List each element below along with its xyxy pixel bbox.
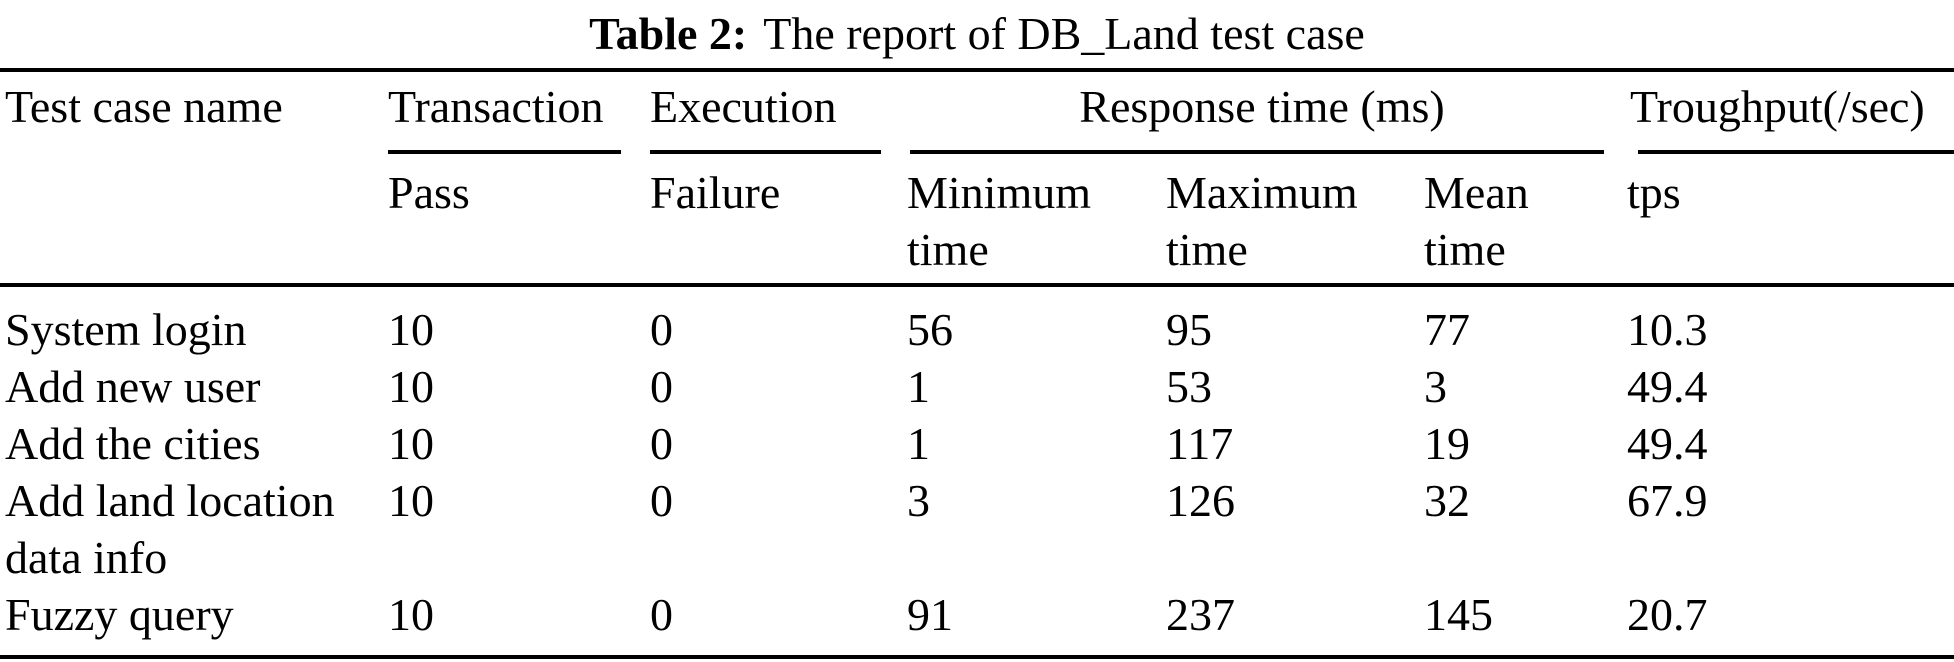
cell-minimum-time: 3 bbox=[907, 475, 930, 526]
col-header-tps: tps bbox=[1622, 154, 1954, 287]
cell-test-case-name: System login bbox=[5, 304, 247, 355]
col-group-execution: Execution bbox=[645, 70, 902, 154]
col-header-minimum-time: Minimum time bbox=[902, 154, 1161, 287]
cell-tps: 10.3 bbox=[1627, 304, 1708, 355]
col-group-response-time: Response time (ms) bbox=[902, 70, 1622, 154]
col-group-transaction: Transaction bbox=[383, 70, 645, 154]
cell-failure: 0 bbox=[650, 418, 673, 469]
table-caption: Table 2: The report of DB_Land test case bbox=[0, 0, 1954, 68]
cell-minimum-time: 1 bbox=[907, 418, 930, 469]
col-group-transaction-label: Transaction bbox=[388, 81, 604, 132]
cell-maximum-time: 237 bbox=[1161, 586, 1419, 659]
cell-tps: 49.4 bbox=[1627, 418, 1708, 469]
cell-minimum-time: 56 bbox=[907, 304, 953, 355]
cell-test-case-name: Add new user bbox=[5, 361, 261, 412]
col-header-failure: Failure bbox=[645, 154, 902, 287]
cell-mean-time: 3 bbox=[1424, 361, 1447, 412]
cell-mean-time: 32 bbox=[1424, 475, 1470, 526]
col-group-throughput: Troughput(/sec) bbox=[1622, 70, 1954, 154]
cell-pass: 10 bbox=[383, 586, 645, 659]
col-header-test-case-name: Test case name bbox=[0, 70, 383, 287]
header-row-groups: Test case name Transaction Execution Res… bbox=[0, 70, 1954, 287]
col-header-maximum-time: Maximum time bbox=[1161, 154, 1419, 287]
table-row: Add land location data info 10 0 3 126 3… bbox=[0, 472, 1954, 586]
table-row: Add the cities 10 0 1 117 19 49.4 bbox=[0, 415, 1954, 472]
col-header-mean-time: Mean time bbox=[1419, 154, 1623, 287]
spanner-rule-transaction bbox=[388, 150, 621, 154]
cell-test-case-name: Fuzzy query bbox=[0, 586, 383, 659]
cell-pass: 10 bbox=[388, 361, 434, 412]
cell-tps: 20.7 bbox=[1622, 586, 1954, 659]
table-header: Test case name Transaction Execution Res… bbox=[0, 70, 1954, 287]
cell-pass: 10 bbox=[388, 475, 434, 526]
col-group-throughput-label: Troughput(/sec) bbox=[1630, 81, 1925, 132]
cell-mean-time: 77 bbox=[1424, 304, 1470, 355]
header-row-subcolumns: Pass Failure Minimum time Maximum time M… bbox=[0, 154, 1954, 287]
caption-label: Table 2: bbox=[589, 8, 748, 59]
cell-mean-time: 145 bbox=[1419, 586, 1623, 659]
caption-text: The report of DB_Land test case bbox=[763, 8, 1365, 59]
table-row: Add new user 10 0 1 53 3 49.4 bbox=[0, 358, 1954, 415]
cell-pass: 10 bbox=[388, 304, 434, 355]
cell-failure: 0 bbox=[650, 475, 673, 526]
cell-maximum-time: 95 bbox=[1166, 304, 1212, 355]
cell-tps: 49.4 bbox=[1627, 361, 1708, 412]
spanner-rule-response-time bbox=[910, 150, 1605, 154]
cell-failure: 0 bbox=[645, 586, 902, 659]
col-group-response-time-label: Response time (ms) bbox=[1079, 81, 1445, 132]
cell-pass: 10 bbox=[388, 418, 434, 469]
cell-maximum-time: 117 bbox=[1166, 418, 1234, 469]
cell-minimum-time: 1 bbox=[907, 361, 930, 412]
table-body: System login 10 0 56 95 77 10.3 Add new … bbox=[0, 285, 1954, 659]
spanner-rule-execution bbox=[650, 150, 881, 154]
cell-failure: 0 bbox=[650, 304, 673, 355]
spanner-rule-throughput bbox=[1638, 150, 1954, 154]
cell-tps: 67.9 bbox=[1627, 475, 1708, 526]
cell-maximum-time: 126 bbox=[1166, 475, 1235, 526]
cell-test-case-name: Add the cities bbox=[5, 418, 261, 469]
col-header-pass: Pass bbox=[383, 154, 645, 287]
table-row: System login 10 0 56 95 77 10.3 bbox=[0, 285, 1954, 358]
col-group-execution-label: Execution bbox=[650, 81, 837, 132]
report-table: Test case name Transaction Execution Res… bbox=[0, 68, 1954, 659]
cell-mean-time: 19 bbox=[1424, 418, 1470, 469]
table-row: Fuzzy query 10 0 91 237 145 20.7 bbox=[0, 586, 1954, 659]
cell-minimum-time: 91 bbox=[902, 586, 1161, 659]
cell-failure: 0 bbox=[650, 361, 673, 412]
cell-test-case-name: Add land location data info bbox=[5, 475, 335, 583]
cell-maximum-time: 53 bbox=[1166, 361, 1212, 412]
